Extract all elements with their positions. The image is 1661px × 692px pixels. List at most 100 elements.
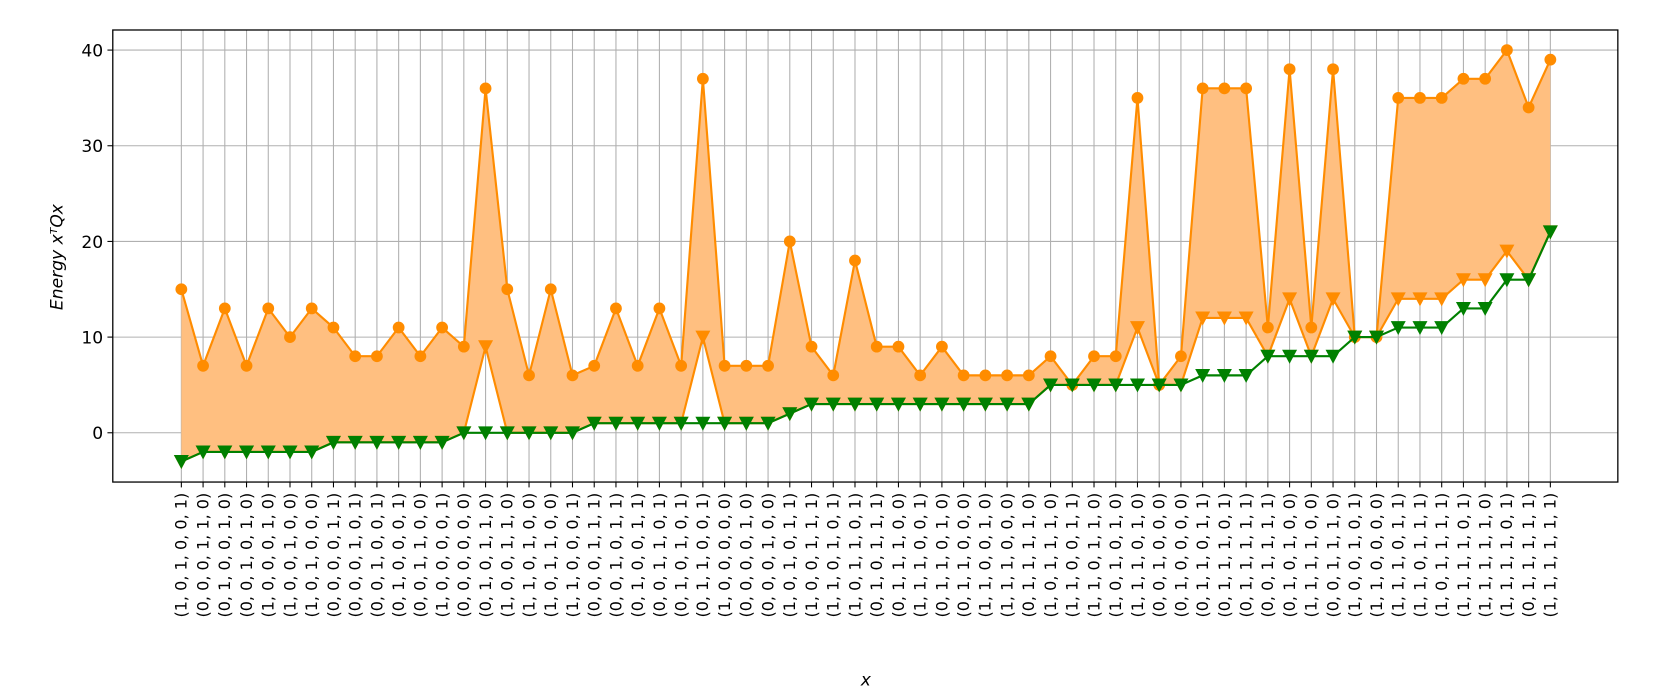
x-tick-label: (0, 1, 1, 1, 0, 0) [889, 493, 908, 618]
x-tick-label: (1, 0, 1, 0, 0, 1) [172, 493, 191, 618]
marker [327, 321, 340, 334]
x-tick-label: (1, 0, 0, 0, 0, 0) [715, 493, 734, 618]
x-tick-label: (0, 0, 0, 1, 0, 0) [758, 493, 777, 618]
series-line [180, 231, 1552, 463]
marker [1282, 349, 1298, 364]
marker [588, 359, 601, 372]
marker [1044, 350, 1057, 363]
x-tick-label: (0, 1, 1, 0, 1, 1) [1193, 493, 1212, 618]
x-tick-label: (0, 1, 0, 1, 1, 1) [867, 493, 886, 618]
x-tick-label: (1, 0, 0, 1, 1, 1) [802, 493, 821, 618]
marker [783, 235, 796, 248]
y-tick-label: 10 [81, 329, 103, 349]
marker [1477, 273, 1493, 288]
marker [1303, 349, 1319, 364]
marker [1260, 349, 1276, 364]
x-tick-label: (0, 0, 1, 0, 1, 0) [237, 493, 256, 618]
marker [262, 302, 275, 315]
marker [456, 426, 472, 441]
marker [957, 369, 970, 382]
marker [1086, 378, 1102, 393]
x-tick-label: (1, 0, 1, 1, 1, 1) [1432, 493, 1451, 618]
x-tick-label: (1, 1, 1, 1, 1, 1) [1541, 493, 1560, 618]
marker [521, 426, 537, 441]
marker [825, 397, 841, 412]
marker [651, 416, 667, 431]
x-tick-label: (0, 0, 1, 0, 0, 0) [1150, 493, 1169, 618]
marker [1043, 378, 1059, 393]
x-tick-label: (0, 1, 1, 1, 0, 1) [1215, 493, 1234, 618]
marker [1434, 292, 1450, 307]
marker [195, 445, 211, 460]
marker [282, 445, 298, 460]
marker [740, 359, 753, 372]
marker [1064, 378, 1080, 393]
marker [1173, 378, 1189, 393]
marker [1021, 397, 1037, 412]
marker [979, 369, 992, 382]
marker [564, 426, 580, 441]
marker [1151, 378, 1167, 393]
y-tick-label: 40 [81, 42, 103, 62]
marker [305, 302, 318, 315]
marker [804, 397, 820, 412]
marker [1455, 273, 1471, 288]
x-tick-label: (1, 1, 1, 0, 1, 1) [1389, 493, 1408, 618]
x-tick-label: (1, 0, 0, 0, 0, 1) [432, 493, 451, 618]
y-axis-label: Energy xᵀQx [47, 203, 67, 310]
marker [1001, 369, 1013, 382]
x-tick-label: (1, 1, 1, 1, 0, 1) [1497, 493, 1516, 618]
y-tick-label: 20 [81, 233, 103, 253]
marker [1238, 368, 1254, 383]
x-tick-label: (1, 1, 0, 0, 0, 0) [1367, 493, 1386, 618]
x-tick-label: (1, 0, 1, 1, 1, 0) [1041, 493, 1060, 618]
marker [1282, 292, 1298, 307]
marker [1412, 292, 1428, 307]
marker [1542, 225, 1558, 240]
marker [239, 445, 255, 460]
marker [1499, 244, 1515, 259]
x-tick-label: (1, 0, 0, 1, 0, 1) [1345, 493, 1364, 618]
x-tick-label: (0, 1, 1, 0, 0, 0) [954, 493, 973, 618]
x-tick-label: (1, 1, 0, 1, 1, 0) [1084, 493, 1103, 618]
x-tick-label: (0, 1, 0, 1, 0, 1) [671, 493, 690, 618]
marker [1325, 349, 1341, 364]
marker [523, 369, 535, 382]
x-tick-label: (1, 1, 0, 1, 1, 1) [1410, 493, 1429, 618]
x-tick-label: (1, 0, 1, 0, 1, 0) [1106, 493, 1125, 618]
marker [1022, 369, 1035, 382]
marker [760, 416, 776, 431]
x-tick-label: (0, 0, 1, 0, 1, 1) [606, 493, 625, 618]
marker [1414, 92, 1426, 104]
x-tick-label: (1, 1, 0, 1, 0, 0) [519, 493, 538, 618]
x-tick-label: (1, 0, 1, 0, 1, 1) [780, 493, 799, 618]
x-tick-label: (1, 1, 1, 1, 0, 0) [1302, 493, 1321, 618]
marker [217, 445, 233, 460]
marker [1434, 321, 1450, 336]
marker [347, 435, 363, 450]
x-tick-label: (0, 0, 1, 1, 0, 0) [411, 493, 430, 618]
marker [434, 435, 450, 450]
marker [675, 359, 688, 372]
x-tick-label: (1, 0, 1, 1, 0, 1) [845, 493, 864, 618]
marker [325, 435, 341, 450]
marker [197, 359, 209, 372]
marker [1522, 101, 1535, 114]
marker [1435, 92, 1448, 104]
marker [718, 359, 731, 372]
marker [762, 359, 774, 372]
marker [1218, 82, 1231, 95]
x-tick-label: (0, 1, 0, 1, 0, 0) [1280, 493, 1299, 618]
marker [175, 283, 188, 296]
x-tick-label: (0, 0, 0, 0, 1, 0) [737, 493, 756, 618]
marker [1129, 321, 1145, 336]
marker [499, 426, 515, 441]
marker [586, 416, 602, 431]
marker [1195, 311, 1211, 326]
x-tick-label: (1, 1, 0, 0, 1, 0) [976, 493, 995, 618]
marker [1347, 330, 1363, 345]
marker [610, 302, 622, 315]
x-tick-label: (0, 1, 1, 1, 1, 1) [1519, 493, 1538, 618]
marker [173, 455, 189, 469]
marker [1238, 311, 1254, 326]
